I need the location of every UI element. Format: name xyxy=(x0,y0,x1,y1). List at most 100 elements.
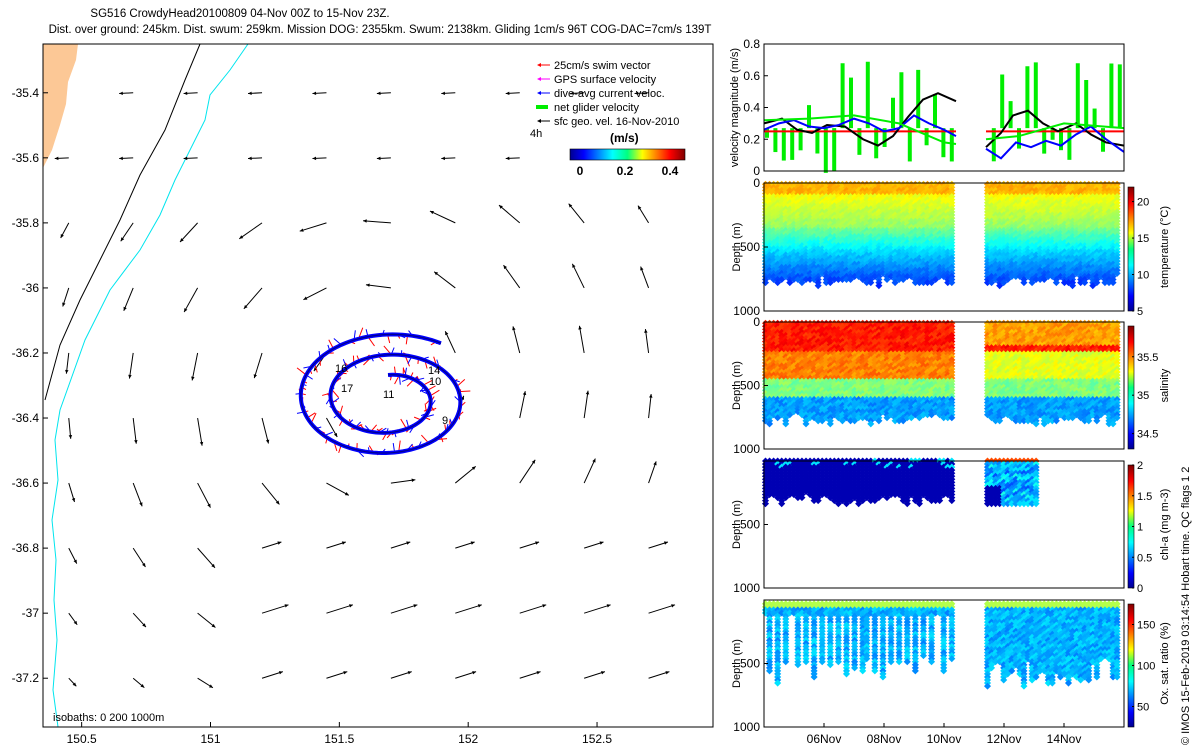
velocity-arrow-head xyxy=(139,502,143,507)
velocity-arrow-head xyxy=(299,228,304,232)
velocity-arrow-head xyxy=(123,306,127,311)
velocity-arrow-head xyxy=(120,237,125,242)
velocity-arrow xyxy=(454,465,477,484)
velocity-arrow-head xyxy=(407,671,412,675)
velocity-arrow-head xyxy=(376,91,381,96)
velocity-arrow-head xyxy=(207,503,211,508)
velocity-arrow-head xyxy=(275,500,280,505)
velocity-arrow-head xyxy=(644,329,648,333)
velocity-arrow xyxy=(584,604,611,614)
velocity-arrow xyxy=(197,482,211,508)
map-x-axis: 150.5 151 151.5 152 152.5 xyxy=(67,722,612,746)
velocity-arrow-head xyxy=(568,203,573,208)
velocity-arrow-head xyxy=(570,91,574,96)
day-label: 10 xyxy=(429,376,441,388)
velocity-arrow-head xyxy=(253,374,257,379)
depth-tick-label: 0 xyxy=(753,176,760,190)
velocity-arrow-head xyxy=(505,91,510,96)
velocity-arrow-head xyxy=(128,374,132,379)
velocity-arrow-head xyxy=(68,435,73,439)
velocity-arrow-head xyxy=(671,604,676,608)
velocity-arrow-head xyxy=(429,210,434,215)
velocity-arrow-head xyxy=(441,91,445,96)
velocity-arrow-head xyxy=(411,478,416,482)
velocity-arrow-head xyxy=(477,604,482,608)
map-y-tick-label: -36 xyxy=(22,281,40,295)
velocity-y-label: velocity magnitude (m/s) xyxy=(729,48,741,167)
velocity-arrow-head xyxy=(312,156,317,161)
map-legend: 25cm/s swim vector GPS surface velocity di… xyxy=(530,60,686,178)
velocity-arrow xyxy=(179,222,198,243)
velocity-arrow xyxy=(578,325,585,354)
map-y-tick-label: -36.4 xyxy=(12,411,40,425)
legend-arrowhead xyxy=(537,91,541,95)
velocity-arrow-head xyxy=(199,441,204,446)
velocity-arrow-head xyxy=(445,331,449,336)
map-colorbar-title: (m/s) xyxy=(610,131,639,145)
depth-axis-label: Depth (m) xyxy=(731,223,743,272)
velocity-arrow xyxy=(429,210,456,224)
velocity-arrow xyxy=(197,547,216,569)
velocity-arrow xyxy=(191,352,199,381)
legend-item: GPS surface velocity xyxy=(537,74,657,86)
velocity-arrow-head xyxy=(313,367,318,372)
velocity-arrow-head xyxy=(211,563,215,568)
colorbar-tick-label: 10 xyxy=(1137,270,1149,282)
velocity-arrow xyxy=(299,222,327,232)
velocity-arrow-head xyxy=(333,432,338,437)
map-y-tick-label: -36.8 xyxy=(12,541,40,555)
velocity-arrow-head xyxy=(542,604,547,608)
legend-label: sfc geo. vel. 16-Nov-2010 xyxy=(554,116,679,128)
map-x-tick-label: 151 xyxy=(200,732,220,746)
velocity-arrow-head xyxy=(248,91,252,96)
colorbar xyxy=(1127,186,1135,312)
day-label: 17 xyxy=(341,383,353,395)
velocity-arrow xyxy=(390,604,418,614)
velocity-y-tick-label: 0.8 xyxy=(743,37,760,51)
velocity-arrow-head xyxy=(265,439,270,444)
velocity-arrow-head xyxy=(653,461,657,466)
velocity-arrow-head xyxy=(312,91,317,96)
velocity-arrow-head xyxy=(649,394,653,398)
map-colorbar-tick-label: 0.4 xyxy=(662,164,679,178)
velocity-arrow-head xyxy=(601,671,605,675)
map-colorbar-tick-label: 0.2 xyxy=(617,164,634,178)
velocity-arrow xyxy=(640,266,650,289)
map-y-tick-label: -37 xyxy=(22,606,40,620)
map-y-tick-label: -35.6 xyxy=(12,151,40,165)
velocity-arrow-head xyxy=(211,623,216,628)
velocity-arrow-head xyxy=(278,671,283,675)
velocity-arrow-head xyxy=(71,497,76,502)
velocity-arrow-head xyxy=(277,541,282,545)
velocity-arrow-head xyxy=(343,671,348,675)
velocity-arrow xyxy=(648,393,652,419)
velocity-arrow-head xyxy=(413,604,418,608)
chart-title-line1: SG516 CrowdyHead20100809 04-Nov 00Z to 1… xyxy=(90,8,390,20)
velocity-arrow xyxy=(303,287,327,301)
legend-item: dive-avg current veloc. xyxy=(537,88,665,100)
legend-label: 25cm/s swim vector xyxy=(554,60,651,72)
map-x-tick-label: 152.5 xyxy=(582,732,612,746)
velocity-arrow-head xyxy=(434,271,439,276)
velocity-arrow xyxy=(503,264,521,289)
velocity-arrow-head xyxy=(191,376,195,381)
velocity-arrow-head xyxy=(303,296,308,300)
velocity-arrow xyxy=(326,604,354,614)
velocity-arrow-head xyxy=(134,439,138,444)
depth-tick-label: 500 xyxy=(740,240,760,254)
velocity-arrow-head xyxy=(512,326,516,331)
velocity-arrow-head xyxy=(665,671,670,675)
velocity-arrow xyxy=(648,604,676,614)
velocity-arrow xyxy=(584,671,606,679)
velocity-arrow xyxy=(644,329,650,354)
velocity-arrow xyxy=(571,263,585,289)
velocity-arrow-head xyxy=(503,265,508,270)
isobath-note: isobaths: 0 200 1000m xyxy=(53,712,164,724)
map-y-tick-label: -35.8 xyxy=(12,216,40,230)
velocity-arrow-head xyxy=(441,156,445,161)
map-colorbar-tick-label: 0 xyxy=(577,164,584,178)
